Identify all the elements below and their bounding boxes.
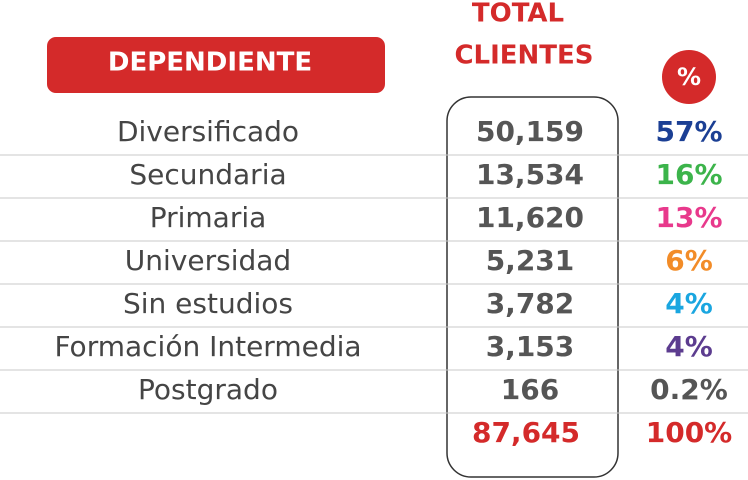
row-label: Sin estudios [123,287,293,320]
total-header: TOTAL [472,0,564,29]
row-total: 50,159 [476,115,584,148]
row-percent: 13% [655,201,722,234]
totals-frame [446,96,619,478]
row-label: Postgrado [138,373,278,406]
row-label: Secundaria [129,158,286,191]
row-total: 3,153 [486,330,575,363]
row-total: 11,620 [476,201,584,234]
percent-header: % [677,63,701,91]
row-total: 3,782 [486,287,575,320]
row-label: Primaria [150,201,267,234]
grand-percent: 100% [646,416,733,449]
row-percent: 4% [665,330,713,363]
row-label: Universidad [125,244,291,277]
row-label: Formación Intermedia [54,330,361,363]
row-percent: 4% [665,287,713,320]
grand-total: 87,645 [472,416,580,449]
row-total: 5,231 [486,244,575,277]
row-percent: 0.2% [650,373,728,406]
category-header: DEPENDIENTE [108,48,312,78]
category-header-bg [47,37,385,93]
row-total: 13,534 [476,158,584,191]
row-percent: 16% [655,158,722,191]
row-percent: 57% [655,115,722,148]
total-header: CLIENTES [454,41,593,71]
row-label: Diversificado [117,115,299,148]
row-total: 166 [501,373,559,406]
row-percent: 6% [665,244,713,277]
percent-header-bg [662,50,716,104]
rows: Diversificado 50,159 57% Secundaria 13,534 16… [0,115,748,449]
